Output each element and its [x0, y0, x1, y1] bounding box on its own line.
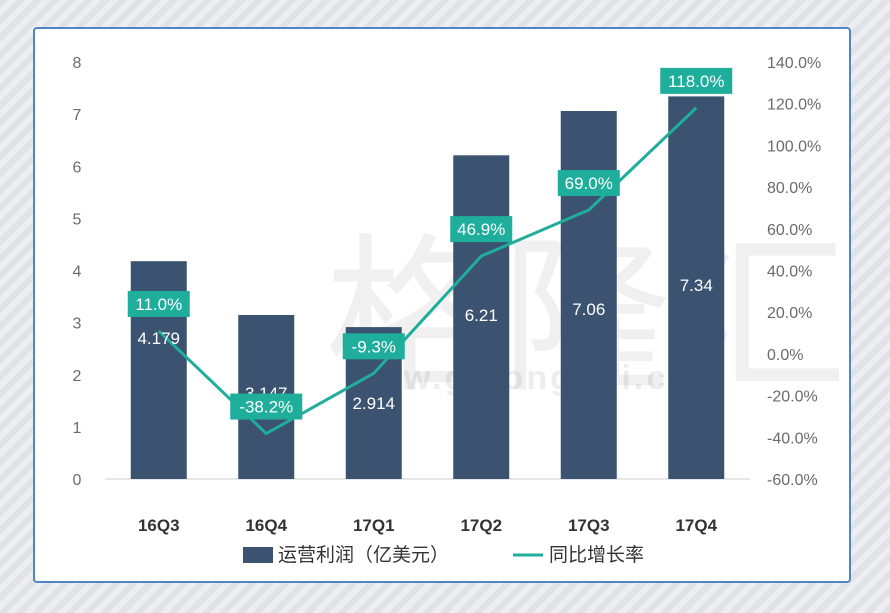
- growth-label-box: [342, 333, 405, 360]
- growth-value-label: 46.9%: [457, 220, 505, 239]
- growth-label-box: [230, 393, 303, 420]
- growth-label-box: [557, 170, 620, 197]
- legend-line-label: 同比增长率: [549, 544, 644, 566]
- y-left-tick: 6: [73, 159, 82, 176]
- x-category-label: 17Q1: [353, 516, 395, 535]
- growth-label-box: [450, 216, 513, 243]
- bar-17Q3: [560, 110, 617, 479]
- y-left-tick: 0: [73, 472, 82, 489]
- growth-value-label: -38.2%: [239, 398, 293, 417]
- y-right-tick: -60.0%: [767, 472, 818, 489]
- bar-value-label: 7.06: [572, 300, 605, 319]
- bar-value-label: 7.34: [680, 276, 713, 295]
- y-right-tick: 120.0%: [767, 97, 821, 114]
- x-category-label: 17Q2: [460, 516, 502, 535]
- bar-value-label: 2.914: [352, 394, 395, 413]
- y-right-tick: 20.0%: [767, 305, 812, 322]
- y-left-tick: 2: [73, 368, 82, 385]
- bar-value-label: 4.179: [137, 329, 180, 348]
- growth-value-label: 69.0%: [565, 174, 613, 193]
- y-right-tick: -20.0%: [767, 389, 818, 406]
- x-category-label: 17Q3: [568, 516, 610, 535]
- bar-17Q4: [668, 96, 725, 479]
- y-left-tick: 1: [73, 420, 82, 437]
- y-right-tick: 40.0%: [767, 264, 812, 281]
- bar-value-label: 6.21: [465, 306, 498, 325]
- x-category-label: 17Q4: [675, 516, 717, 535]
- y-left-tick: 3: [73, 316, 82, 333]
- y-left-tick: 4: [73, 264, 82, 281]
- y-left-tick: 5: [73, 211, 82, 228]
- y-left-tick: 7: [73, 107, 82, 124]
- x-category-label: 16Q4: [245, 516, 287, 535]
- combo-chart: 0 1 2 3 4 5 6 7 8 -60.0% -40.0% -20.0% 0.0% 20.0% 40.0…: [73, 55, 822, 566]
- y-left-tick: 8: [73, 55, 82, 72]
- legend-bar-swatch: [243, 547, 273, 563]
- growth-label-box: [660, 67, 733, 94]
- growth-value-label: -9.3%: [352, 337, 396, 356]
- y-right-tick: -40.0%: [767, 430, 818, 447]
- legend-bar-label: 运营利润（亿美元）: [278, 544, 449, 566]
- y-right-tick: 80.0%: [767, 180, 812, 197]
- y-right-tick: 60.0%: [767, 222, 812, 239]
- y-right-tick: 140.0%: [767, 55, 821, 72]
- y-right-tick: 100.0%: [767, 138, 821, 155]
- y-right-tick: 0.0%: [767, 347, 803, 364]
- growth-value-label: 11.0%: [135, 295, 182, 314]
- bar-17Q2: [453, 155, 510, 479]
- growth-value-label: 118.0%: [668, 72, 724, 91]
- x-category-label: 16Q3: [138, 516, 180, 535]
- chart-panel: 格隆汇 www.gelonghui.com 012345678-60.0%-40…: [33, 27, 851, 583]
- growth-label-box: [127, 290, 190, 317]
